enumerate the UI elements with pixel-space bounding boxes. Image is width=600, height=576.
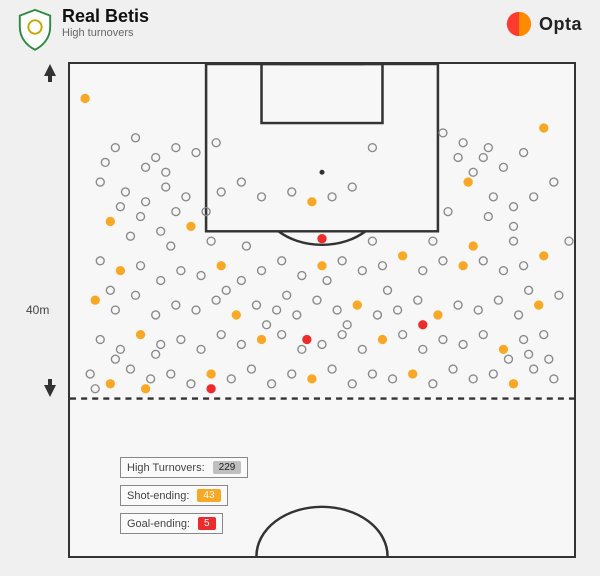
opta-logo-icon xyxy=(505,10,533,38)
team-crest-icon xyxy=(16,8,54,50)
legend-row-high-turnovers: High Turnovers: 229 xyxy=(120,457,248,478)
legend-row-shot-ending: Shot-ending: 43 xyxy=(120,485,228,506)
legend-label: Goal-ending: xyxy=(127,518,190,530)
team-title: Real Betis xyxy=(62,6,149,27)
chart-subtitle: High turnovers xyxy=(62,27,149,39)
legend-value: 5 xyxy=(198,517,216,530)
legend-label: High Turnovers: xyxy=(127,462,205,474)
header: Real Betis High turnovers Opta xyxy=(0,0,600,63)
legend-row-goal-ending: Goal-ending: 5 xyxy=(120,513,223,534)
legend-label: Shot-ending: xyxy=(127,490,189,502)
chart-area: 40m High Turnovers: 229 Shot-ending: 43 … xyxy=(24,62,576,558)
opta-brand: Opta xyxy=(505,10,582,38)
legend-value: 43 xyxy=(197,489,220,502)
legend-value: 229 xyxy=(213,461,242,474)
pitch: High Turnovers: 229 Shot-ending: 43 Goal… xyxy=(68,62,576,558)
axis-arrows-icon xyxy=(42,62,58,558)
opta-label: Opta xyxy=(539,14,582,35)
